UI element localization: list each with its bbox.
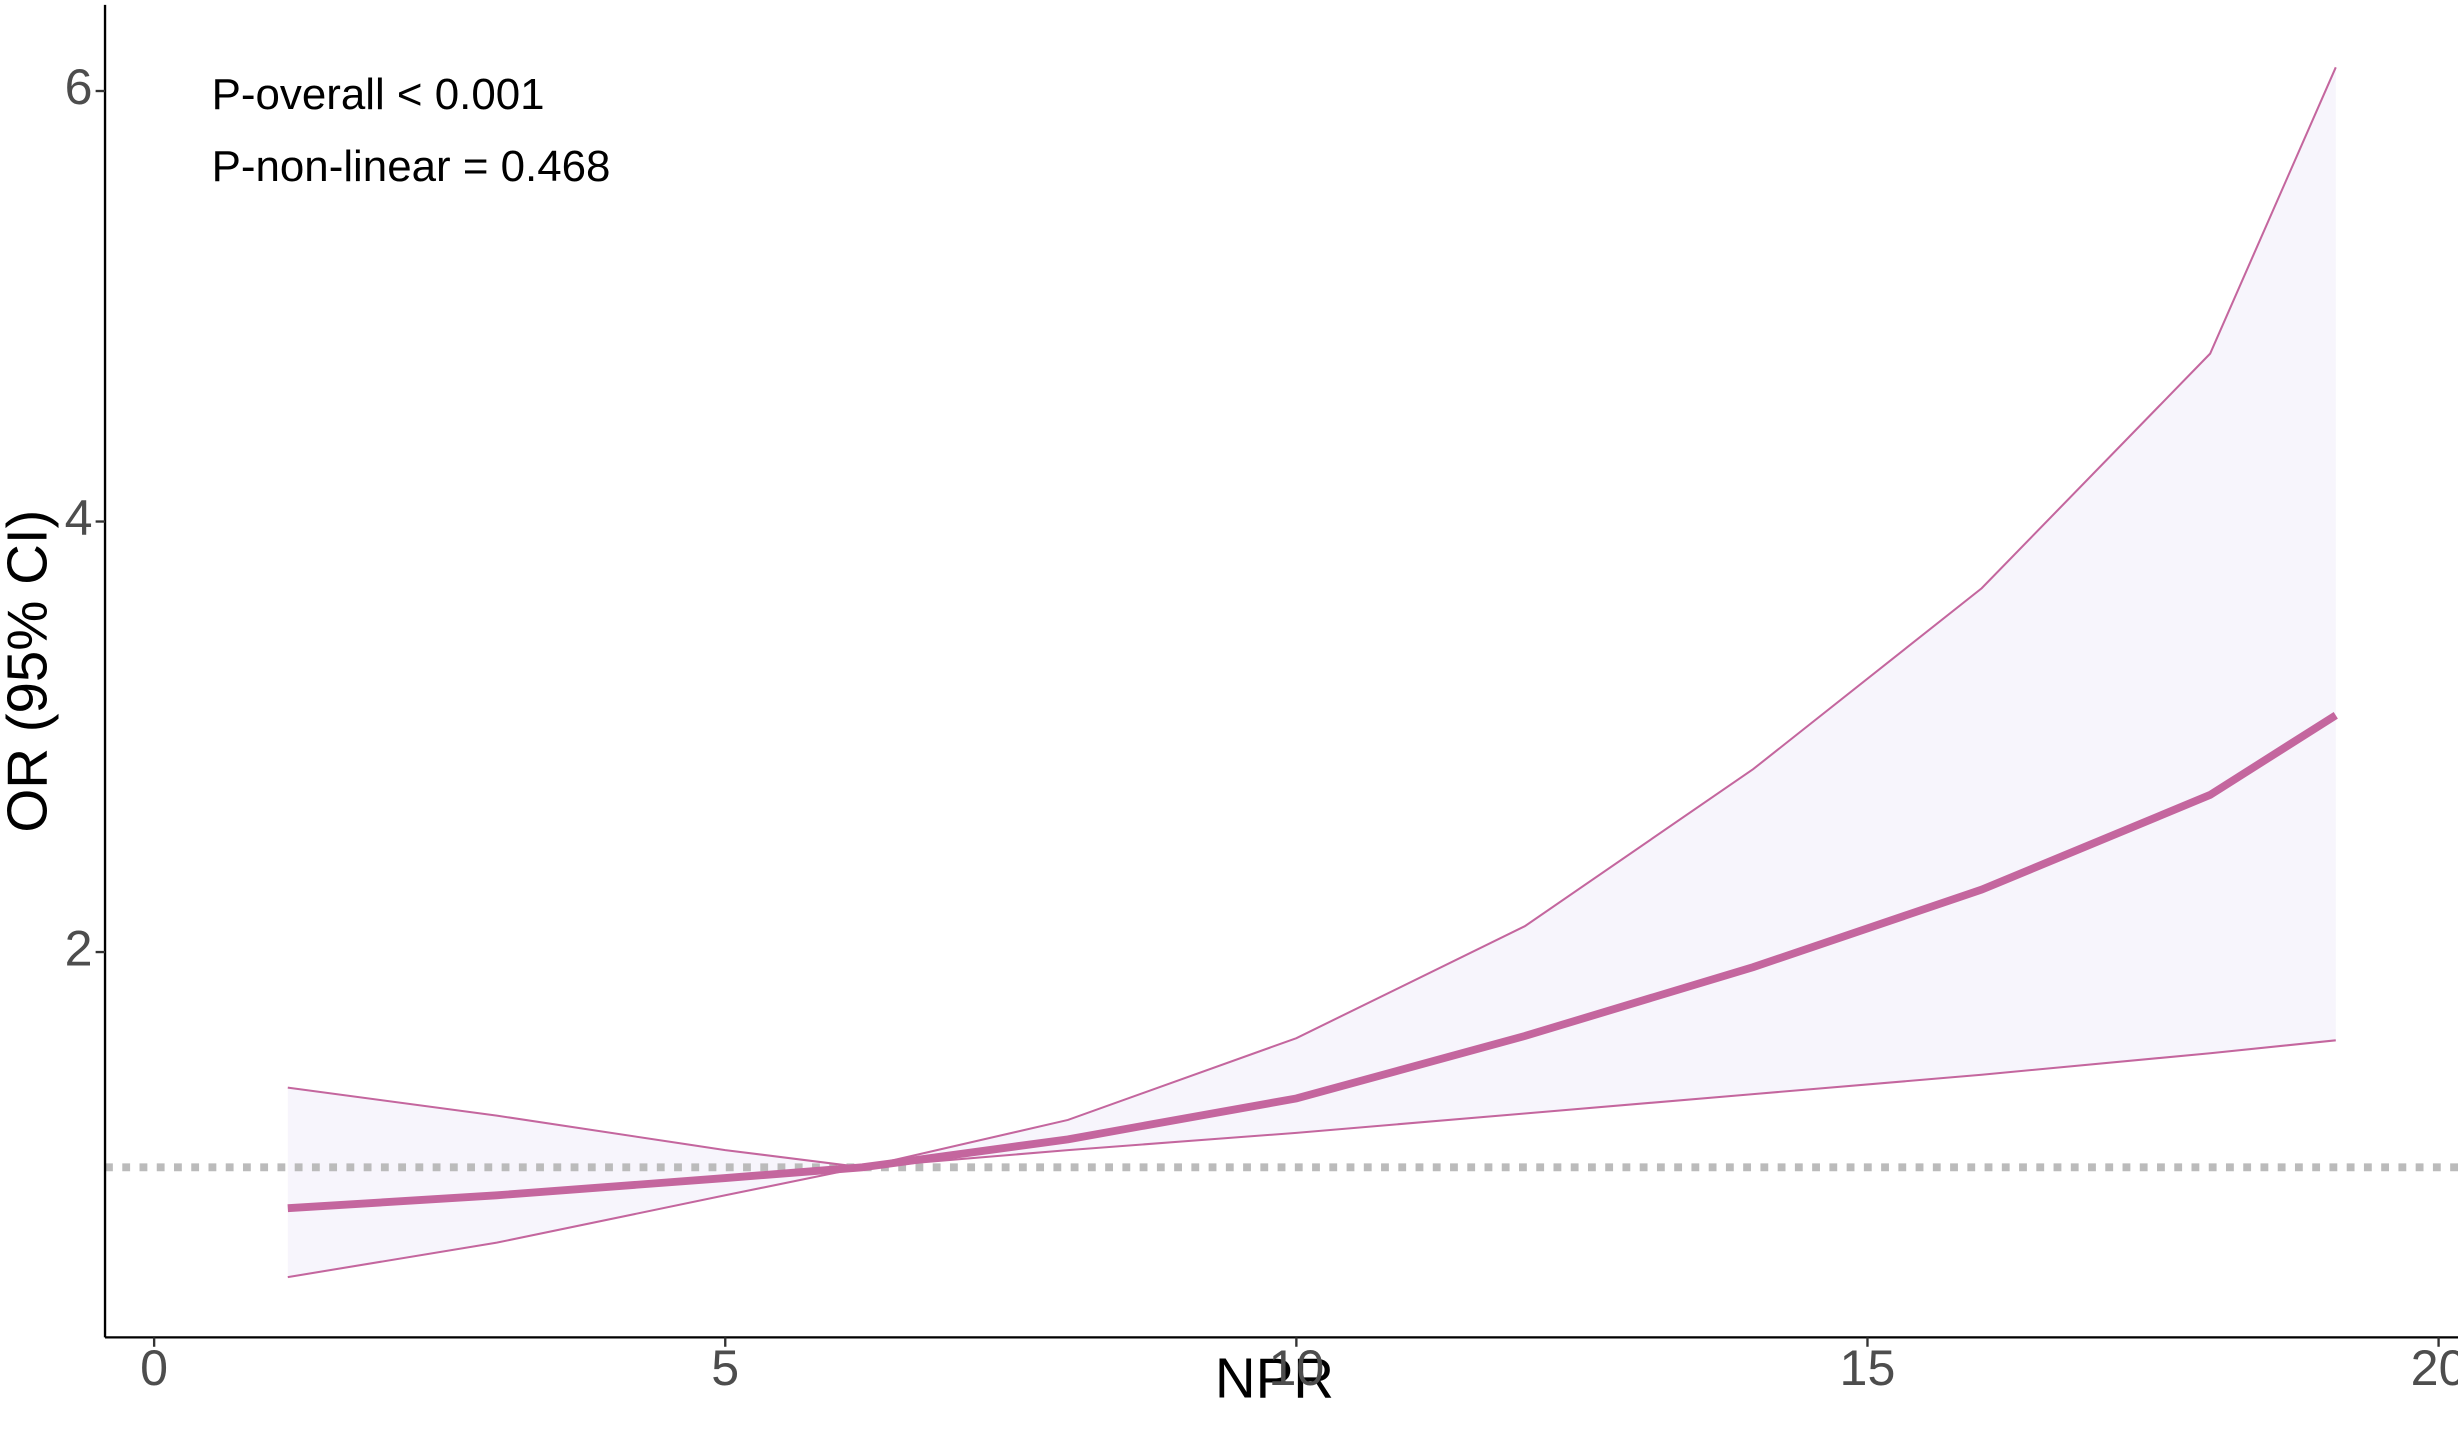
y-tick-label: 6 — [65, 59, 93, 115]
x-tick-label: 5 — [711, 1340, 739, 1396]
y-axis-title: OR (95% CI) — [0, 510, 58, 833]
ci-line — [287, 1039, 2336, 1279]
ci-band — [287, 67, 2336, 1278]
ci-line — [287, 66, 2337, 1169]
annotation: P-overall < 0.001 — [212, 70, 545, 119]
y-tick-label: 2 — [65, 920, 93, 976]
annotation: P-non-linear = 0.468 — [212, 142, 611, 191]
x-tick-label: 20 — [2411, 1340, 2458, 1396]
or-line — [287, 711, 2338, 1213]
x-tick-label: 15 — [1840, 1340, 1896, 1396]
x-tick-label: 0 — [140, 1340, 168, 1396]
x-axis-title: NPR — [1215, 1347, 1334, 1410]
x-tick-label: 10 — [1268, 1340, 1324, 1396]
y-tick-label: 4 — [65, 490, 93, 546]
